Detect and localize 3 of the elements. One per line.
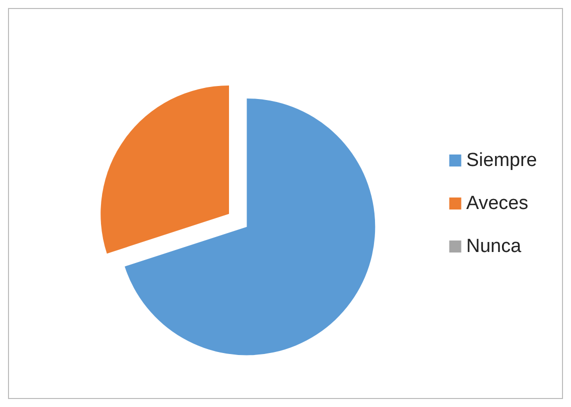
legend-label: Siempre [466,150,537,171]
legend-label: Nunca [466,236,522,257]
legend-label: Aveces [466,193,528,214]
